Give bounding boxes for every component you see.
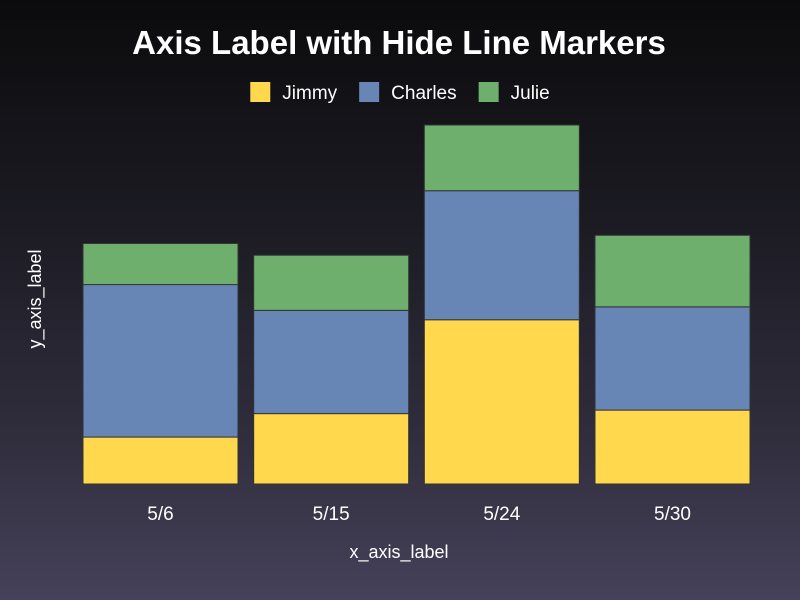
x-tick-label: 5/30 (654, 504, 691, 525)
legend-item-julie[interactable]: Julie (478, 82, 550, 104)
x-axis-label: x_axis_label (349, 542, 448, 563)
bar-segment-charles-1 (253, 309, 410, 415)
x-tick-labels: 5/6 5/15 5/24 5/30 (147, 504, 691, 525)
x-tick-label: 5/24 (483, 504, 520, 525)
legend-swatch (250, 82, 271, 102)
chart-title: Axis Label with Hide Line Markers (132, 24, 666, 61)
legend-label: Jimmy (282, 83, 337, 104)
bar-segment-jimmy-1 (253, 413, 410, 485)
bar-segment-jimmy-2 (423, 319, 580, 485)
bar-segment-julie-0 (82, 242, 239, 286)
bar-segment-julie-2 (423, 124, 580, 192)
legend-label: Julie (511, 83, 550, 104)
bar-segment-jimmy-3 (594, 409, 751, 485)
bar-segment-charles-2 (423, 190, 580, 321)
legend-item-jimmy[interactable]: Jimmy (250, 82, 338, 104)
bar-segment-julie-1 (253, 254, 410, 311)
bar-segment-charles-3 (594, 306, 751, 411)
legend-label: Charles (391, 83, 456, 104)
legend: Jimmy Charles Julie (250, 82, 550, 104)
x-tick-label: 5/6 (147, 504, 173, 525)
legend-item-charles[interactable]: Charles (359, 82, 457, 104)
bars-group (82, 124, 751, 485)
bar-segment-jimmy-0 (82, 436, 239, 485)
bar-segment-julie-3 (594, 234, 751, 308)
x-tick-label: 5/15 (313, 504, 350, 525)
legend-swatch (359, 82, 380, 102)
y-axis-label: y_axis_label (25, 249, 46, 348)
bar-segment-charles-0 (82, 284, 239, 438)
legend-swatch (478, 82, 499, 102)
